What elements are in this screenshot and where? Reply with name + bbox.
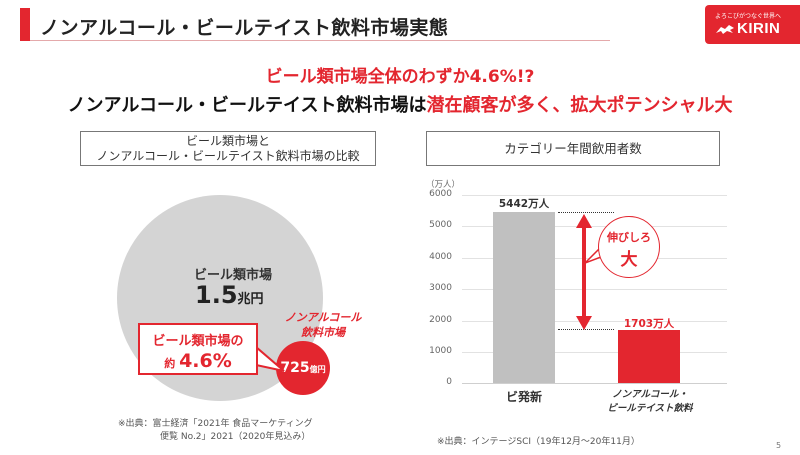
left-panel-title-line1: ビール類市場と <box>185 134 270 148</box>
right-source-note: ※出典：インテージSCI（19年12月～20年11月） <box>437 437 640 447</box>
bar-bihatsushin <box>493 212 555 383</box>
drinkers-bar-chart: （万人） 6000 5000 4000 3000 2000 1000 0 544… <box>420 170 760 420</box>
logo-name: KIRIN <box>737 20 781 37</box>
headline-secondary-red: 潜在顧客が多く、拡大ポテンシャル大 <box>426 95 733 116</box>
beer-market-value: 1.5兆円 <box>195 281 264 309</box>
right-panel-title: カテゴリー年間飲用者数 <box>426 131 720 166</box>
dotted-guide-top <box>558 212 614 213</box>
left-panel-title-line2: ノンアルコール・ビールテイスト飲料市場の比較 <box>96 149 360 163</box>
share-callout: ビール類市場の 約 4.6% <box>138 323 258 375</box>
headline-secondary-black: ノンアルコール・ビールテイスト飲料市場は <box>67 95 427 116</box>
bar-value-label: 1703万人 <box>623 318 675 330</box>
y-tick: 1000 <box>429 346 452 356</box>
headline-primary: ビール類市場全体のわずか4.6%!? <box>265 67 535 87</box>
na-market-circle: 725億円 <box>276 341 330 395</box>
beer-market-label: ビール類市場 <box>193 268 272 283</box>
page-title: ノンアルコール・ビールテイスト飲料市場実態 <box>40 17 449 39</box>
double-arrow-icon <box>576 214 592 330</box>
category-label: ノンアルコール・ ビールテイスト飲料 <box>607 389 693 414</box>
y-tick: 2000 <box>429 315 452 325</box>
y-tick: 4000 <box>429 252 452 262</box>
title-bar: ノンアルコール・ビールテイスト飲料市場実態 <box>20 8 610 41</box>
y-tick: 0 <box>446 377 452 387</box>
growth-potential-bubble: 伸びしろ 大 <box>598 216 660 278</box>
bar-non-alcohol <box>618 330 680 383</box>
gridline <box>462 289 727 290</box>
page-number: 5 <box>776 441 782 450</box>
x-axis-baseline <box>462 383 727 384</box>
kirin-icon <box>716 25 734 34</box>
dotted-guide-bottom <box>558 329 614 330</box>
y-tick: 6000 <box>429 189 452 199</box>
left-panel-title: ビール類市場と ノンアルコール・ビールテイスト飲料市場の比較 <box>80 131 376 166</box>
y-axis-unit: （万人） <box>426 180 461 190</box>
na-market-label: ノンアルコール 飲料市場 <box>284 311 362 339</box>
gridline <box>462 195 727 196</box>
kirin-logo: よろこびがつなぐ世界へ KIRIN <box>705 5 800 44</box>
headline-secondary: ノンアルコール・ビールテイスト飲料市場は潜在顧客が多く、拡大ポテンシャル大 <box>0 91 800 117</box>
gridline <box>462 321 727 322</box>
gridline <box>462 226 727 227</box>
y-tick: 5000 <box>429 220 452 230</box>
gridline <box>462 352 727 353</box>
y-tick: 3000 <box>429 283 452 293</box>
callout-tail <box>256 345 285 372</box>
left-source-note: ※出典：富士経済「2021年 食品マーケティング 便覧 No.2」2021（20… <box>118 419 313 442</box>
bar-value-label: 5442万人 <box>498 198 550 210</box>
title-accent-bar <box>20 8 30 41</box>
logo-tagline: よろこびがつなぐ世界へ <box>715 13 782 20</box>
category-label: ビ発新 <box>505 390 542 404</box>
